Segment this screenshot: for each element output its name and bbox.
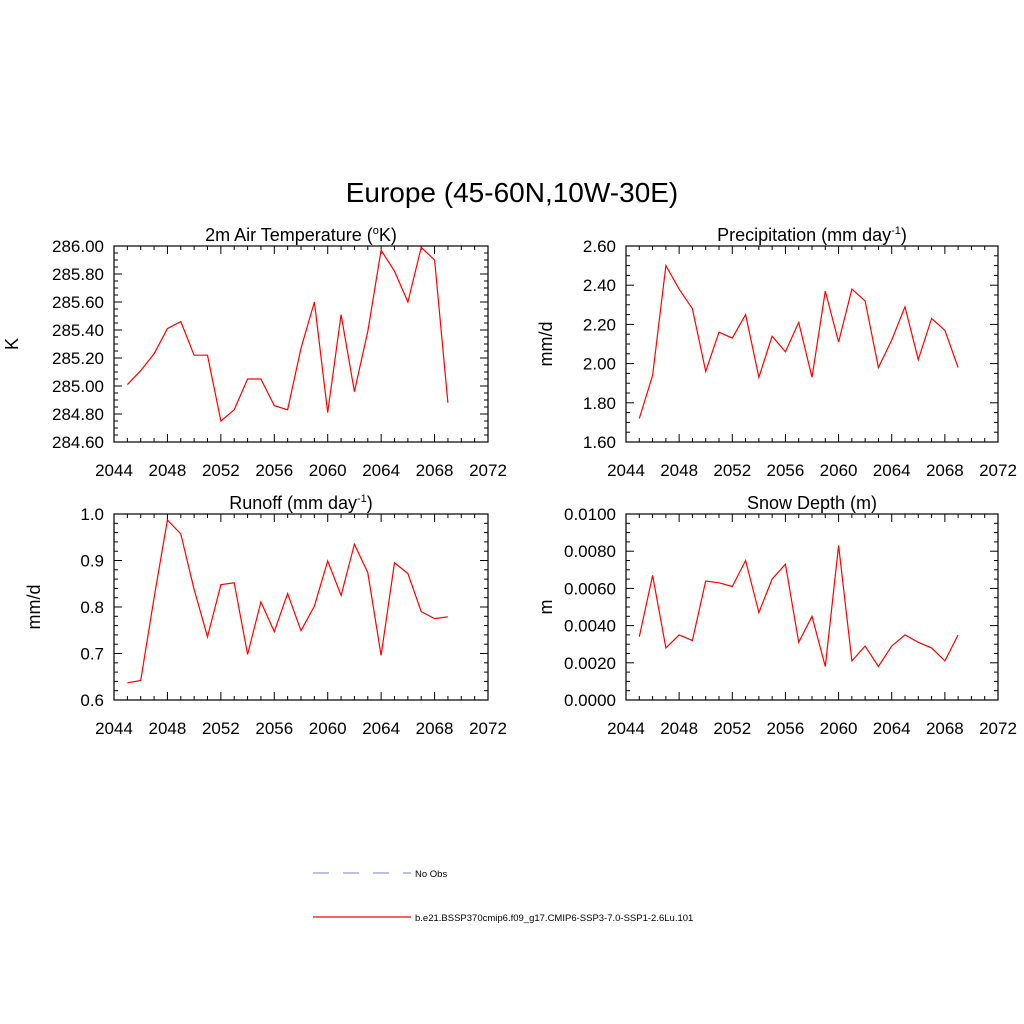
x-tick-label: 2052 bbox=[713, 461, 751, 480]
y-axis-label: m bbox=[536, 600, 556, 615]
x-tick-label: 2044 bbox=[95, 719, 133, 738]
x-tick-label: 2048 bbox=[660, 461, 698, 480]
x-tick-label: 2056 bbox=[767, 461, 805, 480]
plot-frame bbox=[625, 513, 999, 701]
chart-title: 2m Air Temperature (oK) bbox=[205, 225, 397, 245]
y-axis-label: K bbox=[2, 338, 22, 350]
x-tick-label: 2044 bbox=[607, 461, 645, 480]
y-tick-label: 0.6 bbox=[80, 691, 104, 710]
y-tick-label: 284.60 bbox=[52, 433, 104, 452]
y-tick-label: 0.0000 bbox=[564, 691, 616, 710]
legend: No Obs b.e21.BSSP370cmip6.f09_g17.CMIP6-S… bbox=[313, 869, 693, 924]
y-tick-label: 285.40 bbox=[52, 321, 104, 340]
y-tick-label: 285.20 bbox=[52, 349, 104, 368]
x-tick-label: 2048 bbox=[149, 719, 187, 738]
y-tick-label: 0.9 bbox=[80, 552, 104, 571]
plot-frame bbox=[113, 245, 489, 443]
x-tick-label: 2072 bbox=[979, 719, 1017, 738]
y-tick-label: 1.80 bbox=[583, 394, 616, 413]
plot-frame bbox=[113, 513, 489, 701]
series-line bbox=[127, 518, 448, 684]
chart-title: Precipitation (mm day-1) bbox=[717, 225, 907, 245]
x-tick-label: 2060 bbox=[309, 461, 347, 480]
series-line bbox=[638, 263, 959, 419]
y-tick-label: 2.20 bbox=[583, 315, 616, 334]
y-tick-label: 284.80 bbox=[52, 405, 104, 424]
y-tick-label: 285.80 bbox=[52, 265, 104, 284]
x-tick-label: 2064 bbox=[362, 461, 400, 480]
x-tick-label: 2072 bbox=[979, 461, 1017, 480]
legend-label-2: b.e21.BSSP370cmip6.f09_g17.CMIP6-SSP3-7.… bbox=[415, 913, 693, 924]
x-tick-label: 2060 bbox=[820, 461, 858, 480]
y-tick-label: 0.0080 bbox=[564, 542, 616, 561]
series-line bbox=[638, 545, 959, 668]
figure-title: Europe (45-60N,10W-30E) bbox=[346, 177, 679, 208]
x-tick-label: 2068 bbox=[416, 461, 454, 480]
x-tick-label: 2064 bbox=[873, 719, 911, 738]
x-tick-label: 2064 bbox=[362, 719, 400, 738]
x-tick-label: 2068 bbox=[926, 719, 964, 738]
plot-frame bbox=[625, 245, 999, 443]
x-tick-label: 2056 bbox=[255, 719, 293, 738]
y-tick-label: 2.60 bbox=[583, 237, 616, 256]
x-tick-label: 2060 bbox=[820, 719, 858, 738]
y-tick-label: 286.00 bbox=[52, 237, 104, 256]
y-axis-label: mm/d bbox=[536, 322, 556, 367]
x-tick-label: 2052 bbox=[713, 719, 751, 738]
x-tick-label: 2044 bbox=[607, 719, 645, 738]
x-tick-label: 2056 bbox=[767, 719, 805, 738]
y-tick-label: 0.0020 bbox=[564, 654, 616, 673]
x-tick-label: 2048 bbox=[149, 461, 187, 480]
x-tick-label: 2068 bbox=[416, 719, 454, 738]
x-tick-label: 2072 bbox=[469, 719, 507, 738]
x-tick-label: 2052 bbox=[202, 719, 240, 738]
chart-panels: 2m Air Temperature (oK) 2044 2048 2052 2056 2… bbox=[2, 225, 1017, 738]
x-tick-label: 2052 bbox=[202, 461, 240, 480]
series-line bbox=[126, 246, 449, 423]
y-tick-label: 2.00 bbox=[583, 355, 616, 374]
y-tick-label: 2.40 bbox=[583, 276, 616, 295]
chart-panel-2: Precipitation (mm day-1) 2044 2048 2052 2056… bbox=[536, 225, 1017, 480]
y-tick-label: 0.0060 bbox=[564, 579, 616, 598]
x-tick-label: 2060 bbox=[309, 719, 347, 738]
y-tick-label: 0.8 bbox=[80, 598, 104, 617]
y-tick-label: 0.0040 bbox=[564, 617, 616, 636]
y-axis-label: mm/d bbox=[24, 585, 44, 630]
y-tick-label: 0.0100 bbox=[564, 505, 616, 524]
chart-title: Snow Depth (m) bbox=[747, 493, 877, 513]
chart-panel-3: Runoff (mm day-1) 2044 2048 2052 2056 2060 206… bbox=[24, 493, 507, 738]
y-tick-label: 0.7 bbox=[80, 645, 104, 664]
y-tick-label: 285.00 bbox=[52, 377, 104, 396]
x-tick-label: 2072 bbox=[469, 461, 507, 480]
chart-panel-4: Snow Depth (m) 2044 2048 2052 2056 2060 2064 20… bbox=[536, 493, 1017, 738]
chart-panel-1: 2m Air Temperature (oK) 2044 2048 2052 2056 2… bbox=[2, 225, 507, 480]
x-tick-label: 2068 bbox=[926, 461, 964, 480]
y-tick-label: 1.0 bbox=[80, 505, 104, 524]
legend-label-1: No Obs bbox=[415, 869, 447, 880]
x-tick-label: 2056 bbox=[255, 461, 293, 480]
x-tick-label: 2064 bbox=[873, 461, 911, 480]
x-tick-label: 2048 bbox=[660, 719, 698, 738]
y-tick-label: 1.60 bbox=[583, 433, 616, 452]
chart-title: Runoff (mm day-1) bbox=[229, 493, 373, 513]
x-tick-label: 2044 bbox=[95, 461, 133, 480]
y-tick-label: 285.60 bbox=[52, 293, 104, 312]
